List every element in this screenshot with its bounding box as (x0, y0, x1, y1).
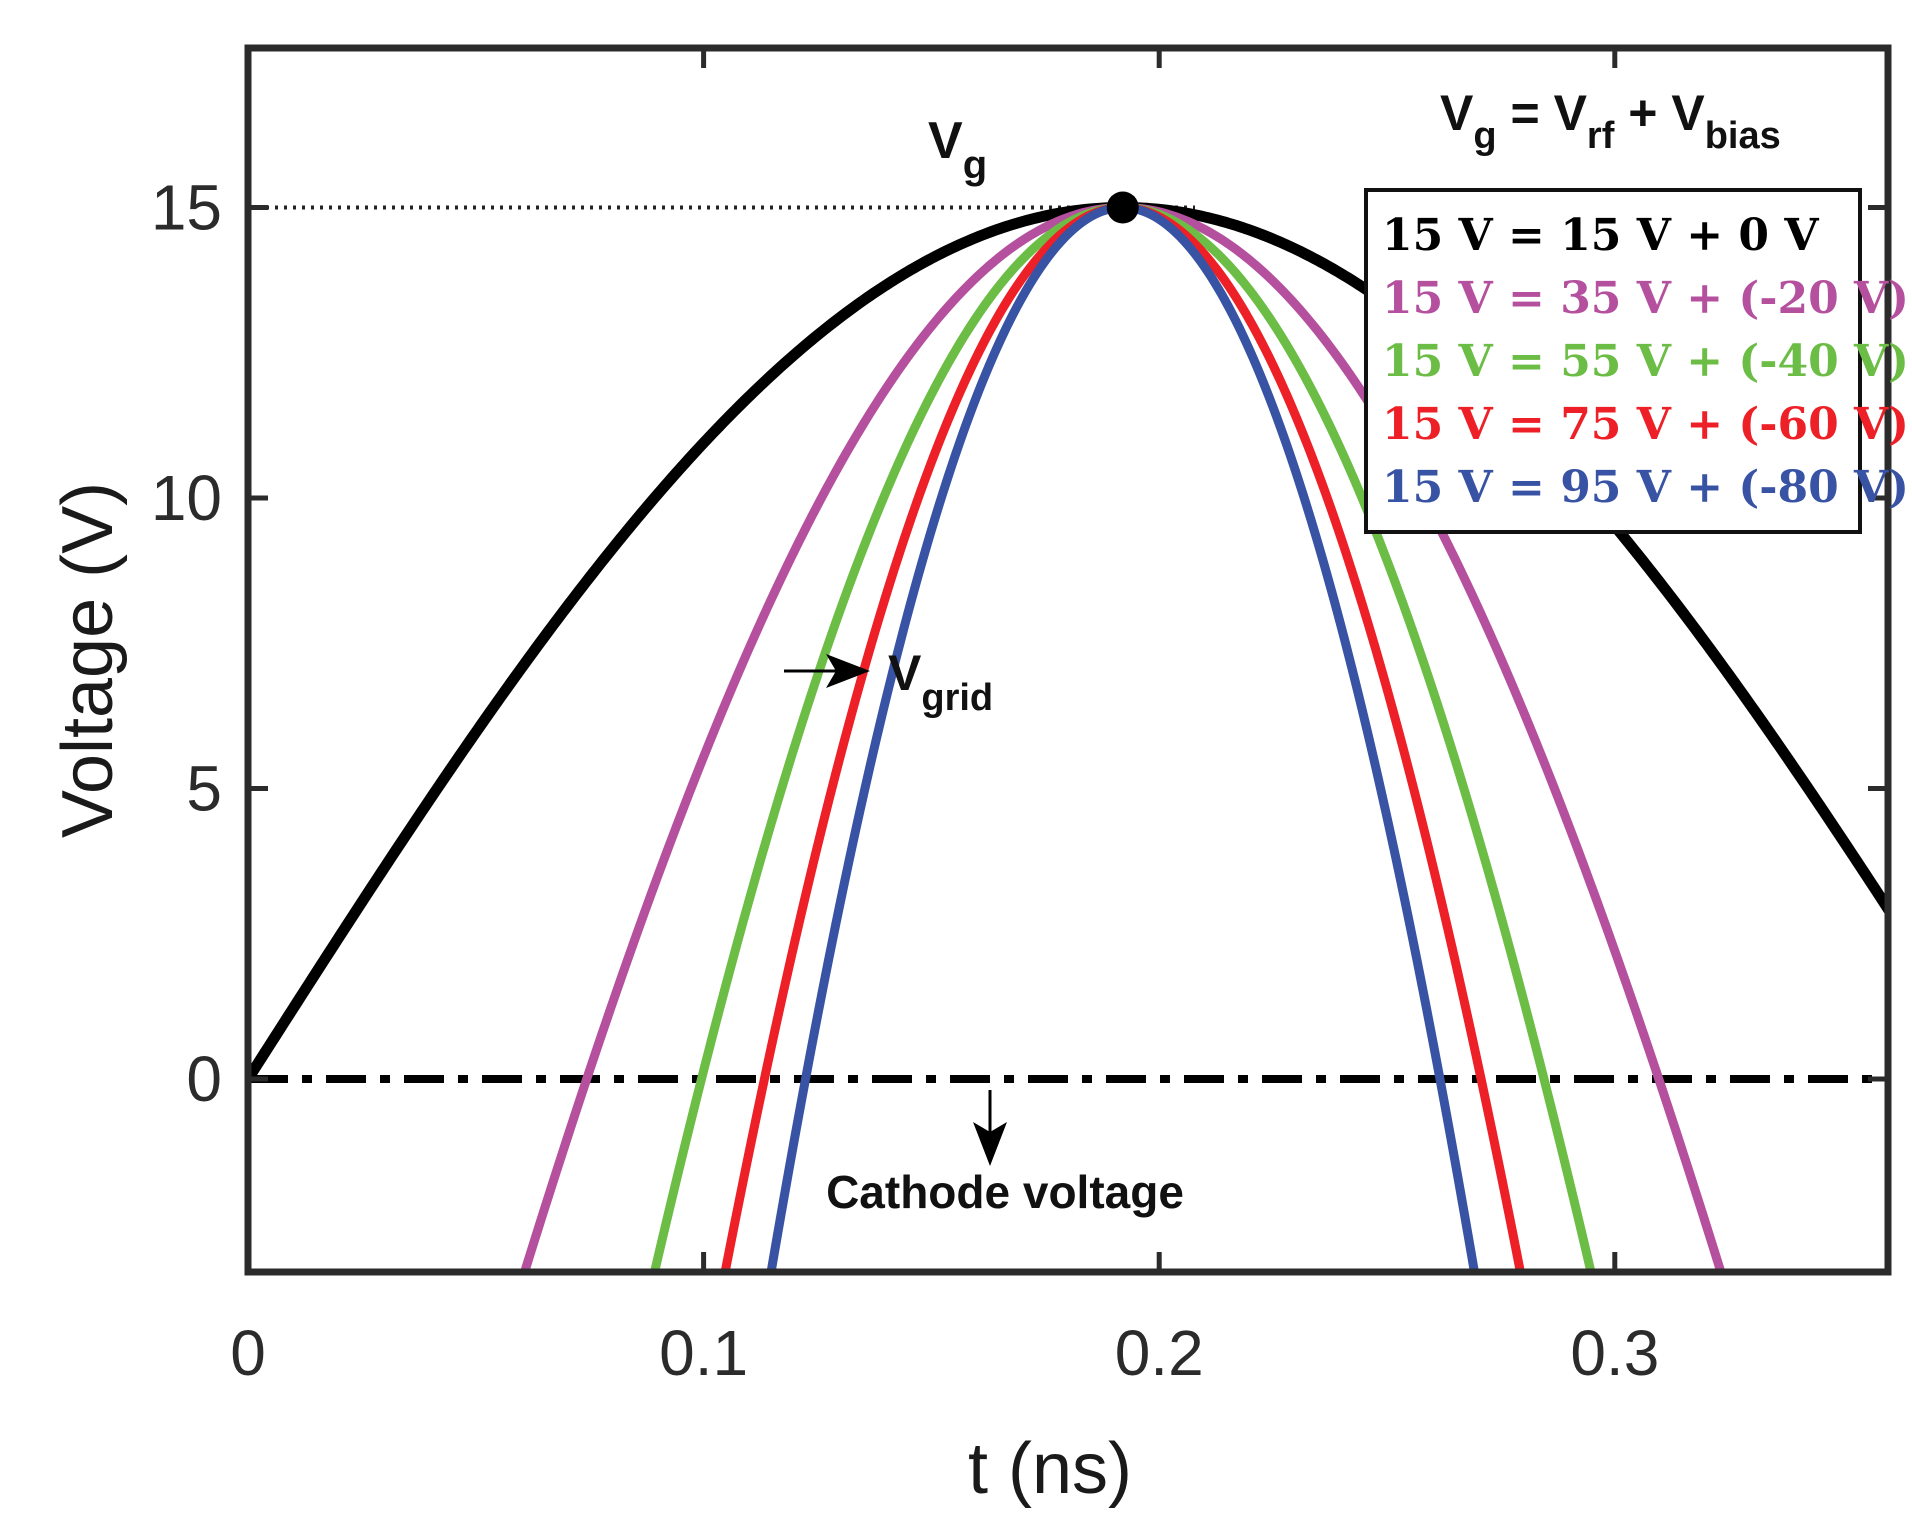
series-line-1 (519, 203, 1726, 1272)
series-line-4 (766, 203, 1479, 1272)
peak-label: Vg (928, 112, 987, 187)
series-group (248, 202, 1888, 1272)
vgrid-arrow-head (826, 654, 870, 688)
axes-frame (244, 44, 1892, 1276)
vgrid-label-main: V (888, 645, 922, 701)
formula-label: Vg = Vrf + Vbias (1440, 85, 1781, 157)
formula-vrf-sub: rf (1587, 115, 1615, 157)
formula-vbias-sub: bias (1705, 115, 1781, 157)
legend-entry-2: 15 V = 55 V + (-40 V) (1382, 336, 1909, 387)
series-line-2 (649, 203, 1596, 1272)
formula-plus: + (1614, 85, 1671, 141)
x-tick-label-0: 0 (230, 1317, 266, 1389)
y-tick-label-1: 5 (186, 753, 222, 825)
legend-entry-0: 15 V = 15 V + 0 V (1382, 210, 1819, 261)
x-axis-ticks: 00.10.20.30.4 (230, 48, 1659, 1389)
legend-box (1364, 188, 1862, 534)
vgrid-annotation: Vgrid (784, 645, 993, 719)
vgrid-label: Vgrid (888, 645, 993, 719)
y-tick-label-3: 15 (151, 172, 222, 244)
cathode-annotation: Cathode voltage (826, 1090, 1184, 1218)
x-tick-label-3: 0.3 (1570, 1317, 1659, 1389)
vgrid-label-sub: grid (921, 677, 993, 719)
formula-vrf: V (1554, 85, 1588, 141)
cathode-label: Cathode voltage (826, 1166, 1184, 1218)
x-tick-label-1: 0.1 (659, 1317, 748, 1389)
formula-vg: V (1440, 85, 1474, 141)
y-axis-title: Voltage (V) (48, 482, 128, 838)
series-line-0 (248, 202, 1888, 1082)
legend-entry-3: 15 V = 75 V + (-60 V) (1382, 399, 1909, 450)
legend-entry-1: 15 V = 35 V + (-20 V) (1382, 273, 1909, 324)
formula-vg-sub: g (1473, 115, 1496, 157)
x-tick-label-2: 0.2 (1115, 1317, 1204, 1389)
y-tick-label-2: 10 (151, 462, 222, 534)
legend: 15 V = 15 V + 0 V 15 V = 35 V + (-20 V) 15… (1364, 188, 1909, 534)
y-tick-label-0: 0 (186, 1043, 222, 1115)
peak-label-sub: g (963, 143, 987, 187)
peak-label-main: V (928, 112, 963, 170)
y-axis-ticks: 0 5 10 15 (151, 172, 1888, 1115)
cathode-arrow-head (973, 1122, 1007, 1166)
legend-entry-4: 15 V = 95 V + (-80 V) (1382, 462, 1909, 513)
formula-vbias: V (1671, 85, 1705, 141)
x-axis-title: t (ns) (968, 1429, 1132, 1509)
series-line-3 (720, 203, 1525, 1272)
formula-eq: = (1497, 85, 1554, 141)
peak-marker (1106, 191, 1139, 224)
